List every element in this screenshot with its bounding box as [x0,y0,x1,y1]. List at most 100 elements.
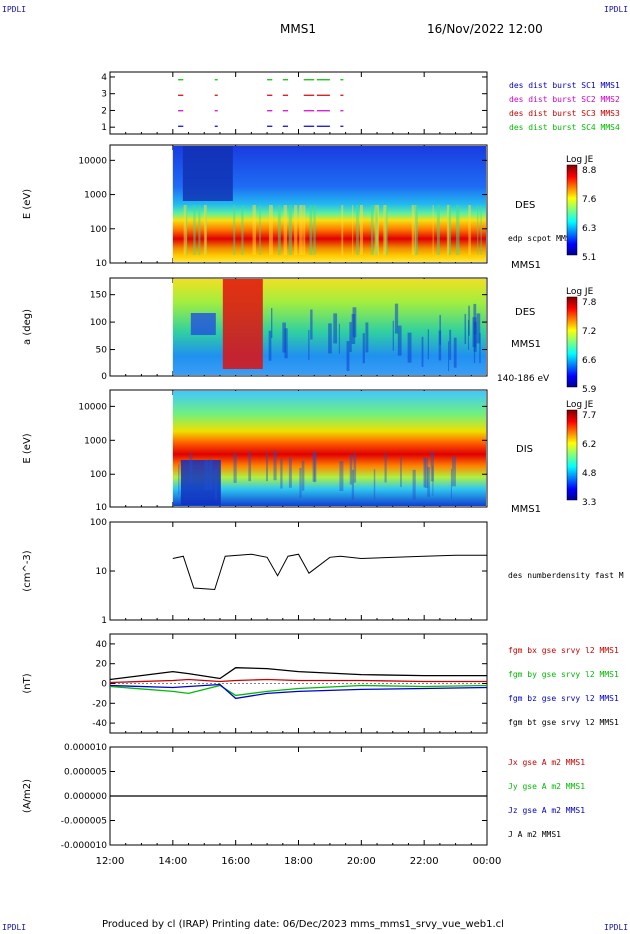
spacecraft-title: MMS1 [280,22,316,36]
dis-energy-stripe [400,457,402,488]
des-pitch-stripe [365,322,369,353]
colorbar-tick-label: 4.8 [582,469,597,479]
dis-energy-stripe [233,452,237,483]
dis-energy-stripe [266,451,268,482]
des-pitch-stripe [464,314,467,345]
colorbar-tick-label: 7.6 [582,195,597,205]
des-pitch-stripe [352,307,357,338]
colorbar-tick-label: 7.7 [582,411,596,421]
des-energy-stripe [299,205,303,255]
current-legend-entry: Jx gse A m2 MMS1 [508,758,585,767]
dis-energy-spectrogram [172,391,487,506]
y-tick-label: 0.000000 [64,792,107,802]
time-tick-label: 14:00 [158,856,187,867]
des-energy-stripe [259,205,261,255]
dis-energy-stripe [339,461,344,492]
colorbar [566,409,578,501]
des-energy-stripe [198,205,201,255]
y-tick-label: 1000 [84,191,107,201]
des-pitch-stripe [427,329,429,360]
des-energy-stripe [313,205,316,255]
des-energy-stripe [303,205,306,255]
des-energy-stripe [309,205,313,255]
des-pitch-stripe [271,307,273,338]
colorbar-title: Log JE [566,287,594,297]
y-tick-label: 100 [90,318,107,328]
dis-energy-stripe [424,458,429,489]
dis-energy-stripe [353,452,357,483]
des-energy-stripe [252,205,256,255]
des-pitch-stripe [328,323,332,354]
dis-energy-stripe [204,459,209,490]
dis-energy-stripe [299,467,302,498]
colorbar [566,296,578,388]
y-tick-label: -0.000010 [61,841,107,851]
des-pitch-stripe [476,313,481,344]
des-pitch-stripe [394,303,399,334]
y-tick-label: -40 [92,719,107,729]
des-energy-stripe [359,205,363,255]
y-tick-label: 20 [96,660,108,670]
colorbar [566,164,578,256]
des-pitch-stripe [308,329,310,360]
des-energy-stripe [468,205,471,255]
y-tick-label: 50 [96,346,108,356]
des-pitch-label: DES [515,307,535,318]
des-pitch-stripe [421,336,424,367]
dis-energy-stripe [189,453,193,484]
y-tick-label: 10000 [78,402,107,412]
des-energy-stripe [455,205,460,255]
y-axis-label: E (eV) [22,433,33,463]
des-energy-stripe [432,205,434,255]
des-pitch-stripe [397,325,402,356]
dis-energy-stripe [430,451,434,482]
dis-energy-stripe [450,468,453,499]
des-energy-stripe [283,205,288,255]
des-pitch-stripe [392,320,394,351]
corner-label-bottom-right: IPDLI [604,923,629,932]
dis-energy-stripe [373,469,376,500]
des-pitch-stripe [346,341,350,372]
dis-energy-stripe [312,451,317,482]
y-axis-label: (cm^-3) [22,550,33,591]
dis-energy-stripe [288,457,292,488]
des-energy-stripe [341,205,344,255]
fgm-legend-entry: fgm by gse srvy l2 MMS1 [508,670,619,679]
des-energy-stripe [288,205,293,255]
des-pitch-stripe [362,333,365,364]
colorbar-title: Log JE [566,155,594,165]
dis-energy-stripe [248,451,252,482]
current-legend-entry: Jz gse A m2 MMS1 [508,806,585,815]
des-pitch-stripe [438,330,442,361]
y-tick-label: -0.000005 [61,817,107,827]
colorbar-tick-label: 5.1 [582,253,596,263]
des-energy-stripe [411,205,415,255]
colorbar-tick-label: 8.8 [582,166,597,176]
y-tick-label: 10000 [78,156,107,166]
des-energy-stripe [268,205,273,255]
y-tick-label: 100 [90,518,107,528]
colorbar-tick-label: 7.2 [582,327,596,337]
fgm-legend-entry: fgm bx gse srvy l2 MMS1 [508,646,619,655]
y-axis-label: a (deg) [22,309,33,345]
des-energy-stripe [183,205,187,255]
colorbar-tick-label: 6.2 [582,440,596,450]
y-tick-label: 10 [96,567,108,577]
y-tick-label: 1 [101,616,107,626]
corner-label-top-left: IPDLI [2,5,27,14]
fgm-legend-entry: fgm bz gse srvy l2 MMS1 [508,694,619,703]
y-axis-label: E (eV) [22,189,33,219]
fgm-legend-entry: fgm bt gse srvy l2 MMS1 [508,718,619,727]
current-legend-entry: Jy gse A m2 MMS1 [508,782,585,791]
y-axis-label: (nT) [22,673,33,693]
y-tick-label: 0 [101,372,107,382]
burst-legend-entry: des dist burst SC2 MMS2 [509,95,620,104]
des-pitch-stripe [453,337,457,368]
dis-energy-stripe [313,452,316,483]
des-energy-stripe [414,205,418,255]
des-pitch-stripe [268,330,272,361]
y-tick-label: 3 [101,90,107,100]
des-pitch-sc-label: MMS1 [511,339,541,350]
dis-energy-stripe [432,465,434,496]
